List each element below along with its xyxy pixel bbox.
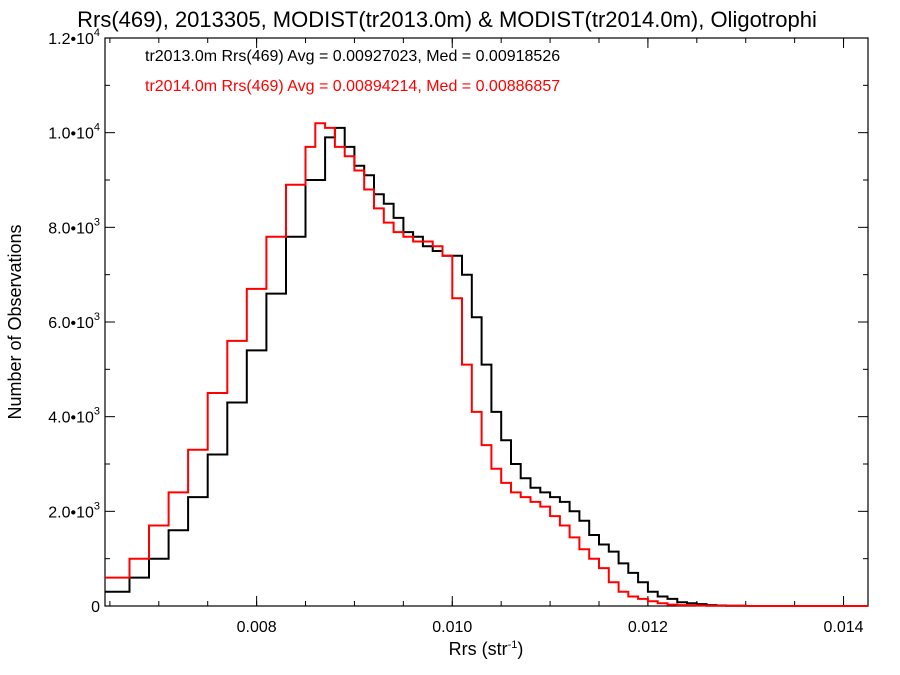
y-tick-label-mantissa: 4.0•10	[48, 410, 94, 427]
x-axis-label-main: Rrs (str	[449, 639, 508, 659]
legend-entry-tr2014: tr2014.0m Rrs(469) Avg = 0.00894214, Med…	[145, 78, 560, 95]
x-tick-label: 0.008	[237, 619, 277, 636]
x-axis-label-close: )	[517, 639, 523, 659]
y-tick-label: 0	[91, 599, 100, 616]
y-tick-label: 1.0•104	[48, 122, 100, 143]
y-axis-label: Number of Observations	[5, 224, 25, 419]
x-tick-label: 0.014	[824, 619, 864, 636]
y-tick-label: 6.0•103	[48, 311, 100, 332]
legend: tr2013.0m Rrs(469) Avg = 0.00927023, Med…	[145, 48, 560, 95]
series-tr2014-line	[105, 122, 868, 607]
y-tick-label-mantissa: 8.0•10	[48, 220, 94, 237]
y-tick-label-exponent: 3	[94, 500, 100, 512]
y-tick-label-mantissa: 1.0•10	[48, 126, 94, 143]
x-tick-label: 0.010	[432, 619, 472, 636]
x-tick-label: 0.012	[628, 619, 668, 636]
plot-frame	[104, 37, 869, 607]
x-axis-label: Rrs (str-1)	[449, 639, 524, 659]
y-axis: 02.0•1034.0•1036.0•1038.0•1031.0•1041.2•…	[48, 27, 868, 616]
y-tick-label-mantissa: 0	[91, 599, 100, 616]
y-tick-label-mantissa: 2.0•10	[48, 504, 94, 521]
x-axis-label-exponent: -1	[508, 639, 518, 651]
y-tick-label-exponent: 3	[94, 406, 100, 418]
y-tick-label-exponent: 3	[94, 216, 100, 228]
y-tick-label: 4.0•103	[48, 406, 100, 427]
series-tr2013-line	[105, 126, 868, 607]
series-layer	[105, 122, 868, 607]
y-tick-label: 1.2•104	[48, 27, 100, 48]
chart-title: Rrs(469), 2013305, MODIST(tr2013.0m) & M…	[77, 7, 817, 32]
legend-entry-tr2013: tr2013.0m Rrs(469) Avg = 0.00927023, Med…	[145, 48, 560, 65]
y-tick-label-exponent: 4	[94, 122, 100, 134]
y-tick-label-exponent: 3	[94, 311, 100, 323]
y-tick-label: 8.0•103	[48, 216, 100, 237]
y-tick-label-mantissa: 1.2•10	[48, 31, 94, 48]
y-tick-label-exponent: 4	[94, 27, 100, 39]
y-tick-label-mantissa: 6.0•10	[48, 315, 94, 332]
y-tick-label: 2.0•103	[48, 500, 100, 521]
x-axis: 0.008 0.010 0.012 0.014	[109, 38, 864, 636]
